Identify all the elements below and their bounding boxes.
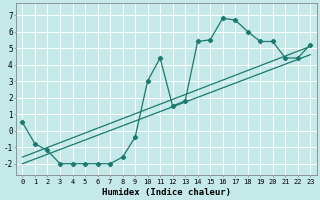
- X-axis label: Humidex (Indice chaleur): Humidex (Indice chaleur): [102, 188, 231, 197]
